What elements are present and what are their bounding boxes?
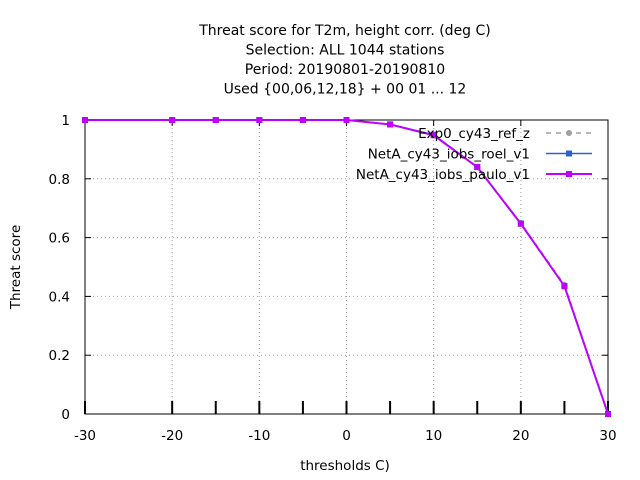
data-series — [82, 117, 611, 417]
x-tick-label: -10 — [248, 428, 270, 444]
legend-swatch-marker — [566, 171, 572, 177]
legend-swatch-marker — [566, 130, 572, 136]
legend-label: NetA_cy43_iobs_roel_v1 — [368, 147, 530, 163]
data-point — [430, 132, 437, 139]
data-point — [82, 117, 88, 123]
data-point — [474, 164, 481, 171]
y-axis-label: Threat score — [8, 225, 24, 311]
data-point — [256, 117, 263, 123]
series-3 — [82, 117, 611, 417]
data-point — [561, 283, 568, 290]
legend-label: Exp0_cy43_ref_z — [418, 126, 530, 142]
y-tick-label: 1 — [61, 113, 70, 129]
x-tick-label: 30 — [599, 428, 616, 444]
title-line-2: Selection: ALL 1044 stations — [246, 43, 445, 59]
y-tick-label: 0 — [61, 407, 70, 423]
data-point — [299, 117, 306, 123]
legend-swatch-marker — [566, 150, 572, 157]
data-point — [387, 121, 394, 128]
data-point — [343, 117, 350, 123]
data-point — [517, 220, 524, 227]
x-tick-label: 0 — [342, 428, 351, 444]
legend: Exp0_cy43_ref_z NetA_cy43_iobs_roel_v1 Net… — [356, 126, 592, 183]
y-tick-label: 0.4 — [49, 289, 70, 305]
data-point — [605, 411, 611, 417]
title-line-4: Used {00,06,12,18} + 00 01 ... 12 — [224, 82, 467, 98]
y-tick-label: 0.6 — [49, 231, 70, 247]
legend-entry-1: Exp0_cy43_ref_z — [418, 126, 592, 142]
x-tick-label: 20 — [512, 428, 529, 444]
grid — [85, 120, 608, 414]
x-axis-label: thresholds C) — [300, 458, 390, 474]
y-tick-label: 0.2 — [49, 348, 70, 364]
x-tick-label: -20 — [161, 428, 183, 444]
chart-title: Threat score for T2m, height corr. (deg … — [198, 23, 491, 98]
title-line-1: Threat score for T2m, height corr. (deg … — [198, 23, 491, 39]
legend-label: NetA_cy43_iobs_paulo_v1 — [356, 167, 530, 183]
x-tick-label: -30 — [74, 428, 96, 444]
y-tick-label: 0.8 — [49, 172, 70, 188]
title-line-3: Period: 20190801-20190810 — [245, 62, 445, 78]
x-tick-label: 10 — [425, 428, 442, 444]
legend-entry-2: NetA_cy43_iobs_roel_v1 — [368, 147, 592, 163]
data-point — [169, 117, 176, 123]
data-point — [212, 117, 219, 123]
series-line — [85, 119, 609, 415]
axis-ticks: 0 0.2 0.4 0.6 0.8 1 -30 -20 -10 0 10 20 30 — [49, 113, 617, 444]
legend-entry-3: NetA_cy43_iobs_paulo_v1 — [356, 167, 592, 183]
